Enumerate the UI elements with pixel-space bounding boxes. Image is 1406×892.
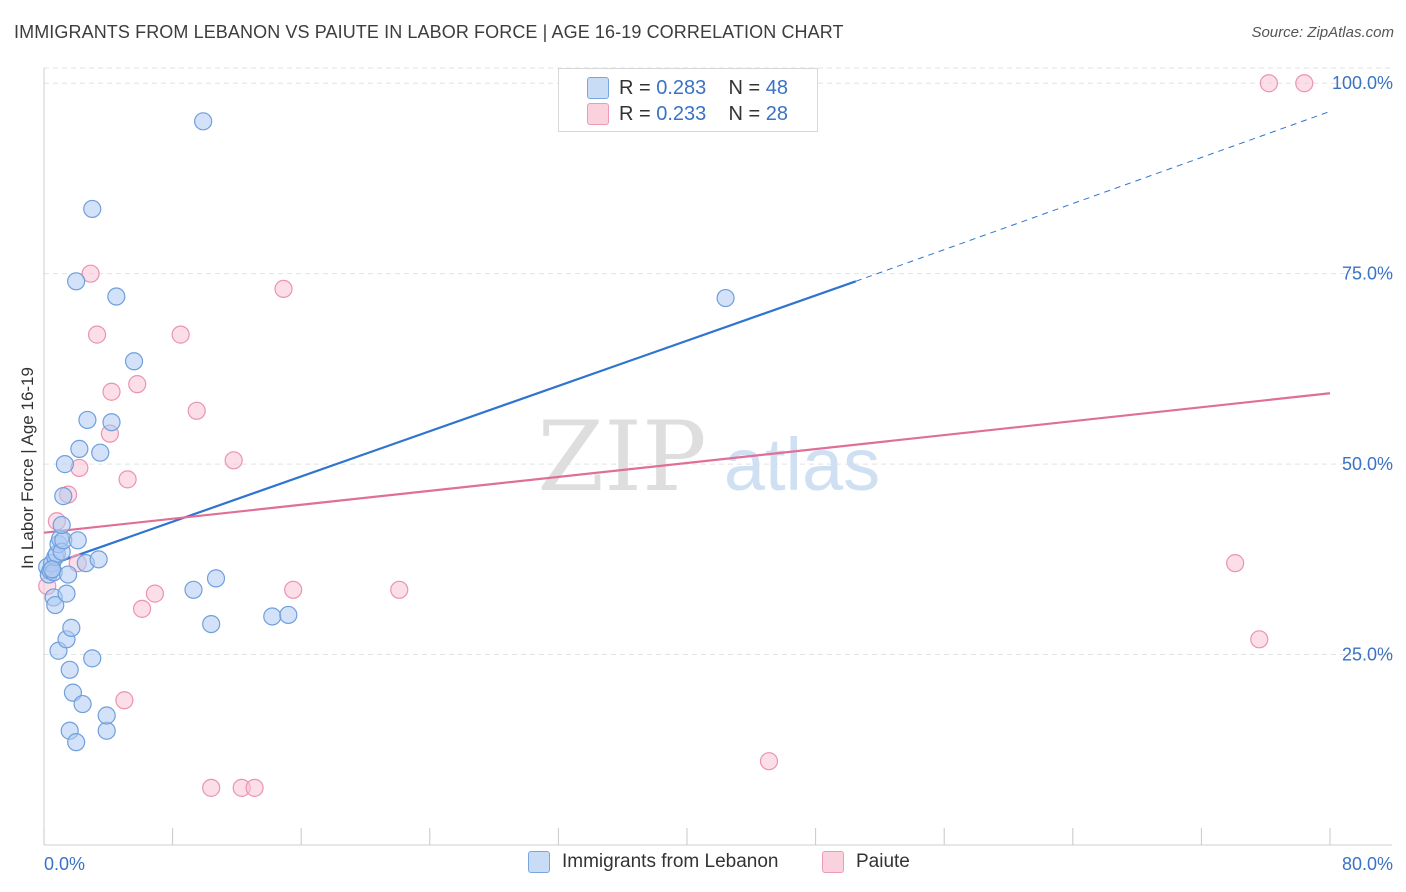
point-lebanon: [184, 580, 203, 599]
point-lebanon: [70, 439, 89, 458]
point-lebanon: [55, 455, 74, 474]
watermark: ZIP atlas: [537, 401, 880, 513]
point-paiute: [1250, 630, 1269, 649]
point-lebanon: [194, 112, 213, 131]
legend-item-paiute[interactable]: Paiute: [822, 851, 910, 873]
point-paiute: [132, 599, 152, 618]
point-lebanon: [46, 595, 65, 615]
legend-row-paiute: R = 0.233 N = 28: [587, 102, 788, 126]
trend-line-paiute: [43, 392, 1331, 534]
y-axis-label: In Labor Force | Age 16-19: [18, 367, 37, 569]
legend-row-lebanon: R = 0.283 N = 48: [587, 76, 788, 100]
point-lebanon: [107, 287, 126, 306]
point-paiute: [145, 584, 165, 603]
point-paiute: [1259, 74, 1279, 93]
point-lebanon: [716, 288, 735, 308]
point-lebanon: [73, 694, 92, 714]
point-lebanon: [206, 569, 226, 588]
legend-label-lebanon: Immigrants from Lebanon: [562, 851, 779, 872]
tick-labels: 25.0% 50.0% 75.0% 100.0% 0.0% 80.0%: [44, 73, 1393, 874]
r-label: R =: [619, 76, 657, 99]
point-lebanon: [279, 605, 298, 625]
legend-swatch-lebanon: [587, 77, 609, 99]
n-value-lebanon: 48: [765, 76, 789, 99]
n-label: N =: [728, 102, 766, 125]
x-tick-label: 80.0%: [1342, 854, 1393, 874]
point-lebanon: [91, 443, 110, 462]
point-paiute: [284, 580, 303, 599]
point-lebanon: [263, 607, 282, 626]
point-paiute: [115, 691, 134, 710]
point-paiute: [87, 325, 107, 344]
point-paiute: [390, 580, 409, 599]
source-label: Source: ZipAtlas.com: [1251, 24, 1394, 41]
point-paiute: [759, 752, 779, 771]
point-paiute: [187, 401, 206, 420]
point-lebanon: [67, 733, 86, 752]
point-lebanon: [68, 531, 87, 550]
y-tick-label: 50.0%: [1342, 454, 1393, 474]
legend-item-lebanon[interactable]: Immigrants from Lebanon: [528, 851, 779, 873]
trend-line-lebanon-extension: [855, 110, 1331, 282]
y-tick-label: 100.0%: [1332, 73, 1393, 93]
axes: [43, 68, 1392, 846]
point-lebanon: [83, 199, 102, 219]
point-lebanon: [59, 565, 78, 584]
point-lebanon: [97, 721, 116, 740]
point-lebanon: [89, 550, 108, 569]
point-paiute: [1295, 74, 1314, 93]
data-points: [38, 74, 1314, 797]
point-lebanon: [124, 352, 144, 371]
point-lebanon: [83, 649, 102, 668]
grid-lines: [44, 67, 1392, 656]
point-paiute: [224, 451, 243, 470]
legend-swatch-lebanon: [528, 851, 550, 873]
point-paiute: [245, 778, 264, 797]
r-value-paiute: 0.233: [656, 102, 707, 125]
point-lebanon: [78, 410, 97, 430]
legend-label-paiute: Paiute: [856, 851, 910, 872]
chart-title: IMMIGRANTS FROM LEBANON VS PAIUTE IN LAB…: [14, 22, 844, 42]
point-paiute: [1226, 554, 1245, 573]
point-lebanon: [62, 618, 81, 637]
trend-lines: [43, 110, 1331, 568]
r-value-lebanon: 0.283: [656, 76, 707, 99]
point-paiute: [202, 778, 221, 797]
point-paiute: [118, 470, 137, 489]
watermark-atlas: atlas: [724, 423, 880, 506]
x-tick-label: 0.0%: [44, 854, 85, 874]
point-paiute: [128, 375, 147, 394]
point-lebanon: [42, 560, 62, 579]
point-lebanon: [60, 660, 79, 679]
point-paiute: [102, 382, 121, 401]
point-paiute: [81, 264, 100, 283]
point-paiute: [274, 279, 293, 299]
n-value-paiute: 28: [765, 102, 789, 125]
point-lebanon: [67, 272, 86, 291]
point-lebanon: [102, 413, 121, 432]
point-lebanon: [54, 487, 73, 506]
trend-line-lebanon: [43, 280, 857, 568]
legend-swatch-paiute: [822, 851, 844, 873]
r-label: R =: [619, 102, 657, 125]
y-tick-label: 75.0%: [1342, 264, 1393, 284]
correlation-legend: R = 0.283 N = 48 R = 0.233 N = 28: [558, 68, 818, 132]
point-paiute: [171, 325, 190, 344]
watermark-zip: ZIP: [537, 401, 706, 513]
point-lebanon: [202, 614, 221, 634]
point-lebanon: [57, 584, 76, 603]
series-legend: Immigrants from Lebanon Paiute: [0, 851, 1406, 877]
point-lebanon: [52, 515, 71, 535]
n-label: N =: [728, 76, 766, 99]
legend-swatch-paiute: [587, 103, 609, 125]
point-lebanon: [97, 706, 116, 725]
y-tick-label: 25.0%: [1342, 645, 1393, 665]
